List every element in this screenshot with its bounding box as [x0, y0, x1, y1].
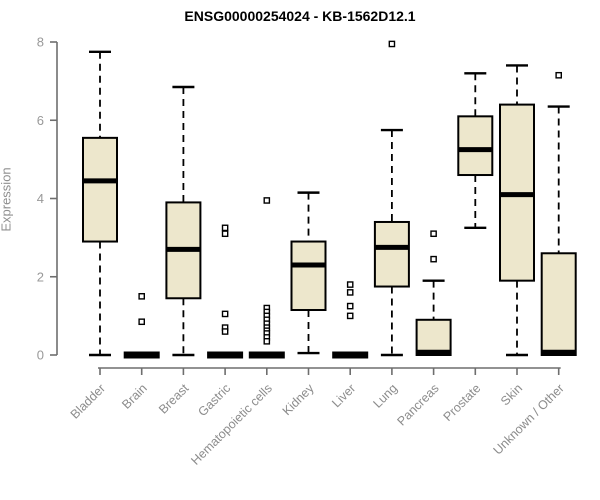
x-tick-label-lung: Lung [370, 381, 400, 411]
outlier-gastric-4 [221, 328, 229, 335]
outlier-brain-0 [138, 293, 146, 300]
y-tick-label-4: 4 [37, 191, 44, 206]
x-tick-label-bladder: Bladder [68, 381, 108, 421]
box-pancreas [415, 318, 452, 357]
box-kidney [290, 240, 327, 312]
outlier-gastric-2 [221, 310, 229, 318]
outlier-liver-3 [346, 312, 354, 320]
collapsed-box-brain [123, 351, 160, 359]
x-tick-label-kidney: Kidney [280, 381, 317, 418]
y-tick-label-8: 8 [37, 35, 44, 50]
outlier-gastric-1 [221, 230, 229, 238]
x-tick-label-breast: Breast [156, 381, 192, 417]
outlier-hematopoietic-cells-10 [263, 338, 271, 345]
outlier-hematopoietic-cells-0 [263, 197, 271, 204]
x-tick-label-prostate: Prostate [441, 381, 484, 424]
x-tick-label-liver: Liver [329, 381, 358, 410]
box-bladder [82, 136, 118, 243]
outlier-unknown-other-0 [555, 71, 562, 79]
x-tick-label-skin: Skin [498, 381, 525, 408]
chart-title: ENSG00000254024 - KB-1562D12.1 [184, 8, 416, 24]
outlier-pancreas-1 [430, 255, 437, 263]
outlier-pancreas-0 [430, 230, 437, 238]
collapsed-box-gastric [207, 351, 244, 359]
y-tick-label-2: 2 [37, 269, 44, 284]
outlier-liver-2 [346, 302, 354, 310]
x-tick-label-hematopoietic-cells: Hematopoietic cells [188, 381, 275, 468]
x-tick-label-brain: Brain [119, 381, 150, 412]
outlier-liver-1 [346, 289, 354, 296]
collapsed-box-liver [332, 351, 369, 359]
y-tick-label-0: 0 [37, 348, 44, 363]
x-tick-label-unknown-other: Unknown / Other [491, 381, 567, 457]
y-tick-label-6: 6 [37, 113, 44, 128]
x-tick-label-pancreas: Pancreas [394, 381, 441, 428]
box-prostate [457, 115, 494, 177]
box-lung [373, 220, 410, 288]
outlier-brain-1 [138, 318, 146, 326]
outlier-lung-0 [388, 40, 396, 48]
outlier-liver-0 [346, 281, 354, 288]
outlier-gastric-0 [221, 224, 229, 232]
box-unknown-other [540, 252, 577, 356]
x-tick-label-gastric: Gastric [195, 381, 233, 419]
collapsed-box-hematopoietic-cells [248, 351, 285, 359]
